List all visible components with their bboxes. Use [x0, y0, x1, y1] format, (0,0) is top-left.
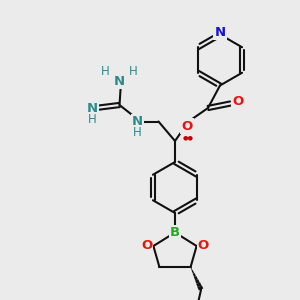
- Text: O: O: [198, 239, 209, 252]
- Text: B: B: [170, 226, 180, 239]
- Text: O: O: [141, 239, 152, 252]
- Text: H: H: [133, 126, 142, 140]
- Text: H: H: [129, 64, 138, 78]
- Text: N: N: [87, 101, 98, 115]
- Text: O: O: [182, 119, 193, 133]
- Text: H: H: [101, 64, 110, 78]
- Text: O: O: [232, 95, 244, 109]
- Text: N: N: [132, 115, 143, 128]
- Text: N: N: [214, 26, 226, 39]
- Text: N: N: [114, 75, 125, 88]
- Text: H: H: [88, 113, 97, 126]
- Text: ●●: ●●: [182, 136, 194, 140]
